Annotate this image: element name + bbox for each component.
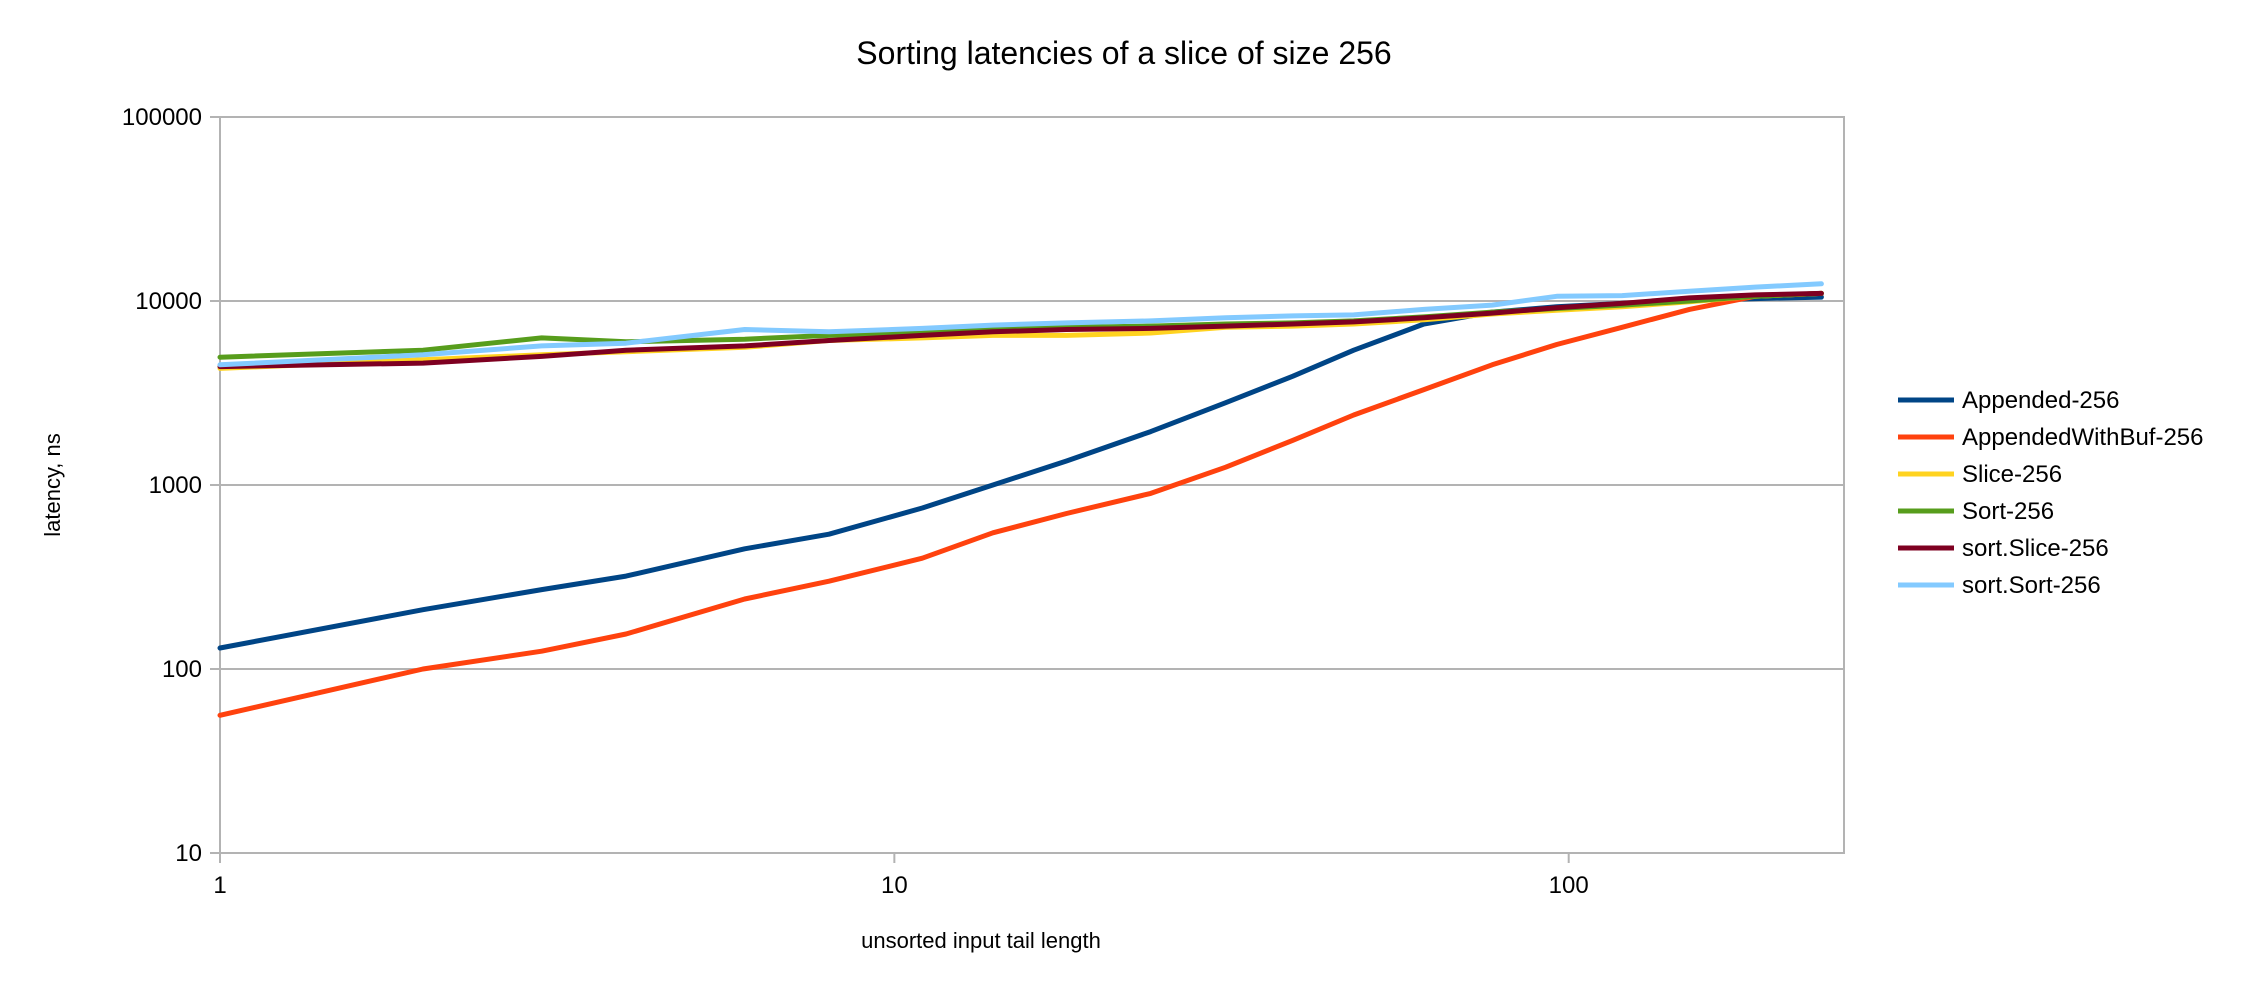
y-tick-label: 100000 [122, 104, 202, 131]
legend-label: Slice-256 [1962, 461, 2062, 488]
gridlines [220, 116, 1844, 854]
y-tick-label: 100 [162, 656, 202, 683]
y-tick-label: 10000 [135, 288, 202, 315]
legend: Appended-256 AppendedWithBuf-256 Slice-256… [1898, 387, 2204, 599]
x-tick-label: 1 [213, 872, 226, 899]
legend-label: Sort-256 [1962, 498, 2054, 525]
series-line [217, 290, 1824, 370]
y-axis: 10 100 1000 10000 100000 [122, 104, 220, 867]
legend-label: sort.Slice-256 [1962, 535, 2109, 562]
x-tick-label: 100 [1549, 872, 1589, 899]
x-tick-label: 10 [881, 872, 908, 899]
series-line [217, 290, 1824, 718]
legend-label: sort.Sort-256 [1962, 572, 2101, 599]
chart-title: Sorting latencies of a slice of size 256 [856, 35, 1391, 71]
legend-label: Appended-256 [1962, 387, 2119, 414]
y-tick-label: 1000 [149, 472, 202, 499]
series-line [217, 281, 1824, 368]
series-layer [217, 281, 1824, 718]
legend-label: AppendedWithBuf-256 [1962, 424, 2204, 451]
x-axis: 1 10 100 [213, 853, 1589, 899]
y-axis-label: latency, ns [40, 433, 65, 537]
x-axis-label: unsorted input tail length [861, 928, 1101, 953]
y-tick-label: 10 [175, 840, 202, 867]
